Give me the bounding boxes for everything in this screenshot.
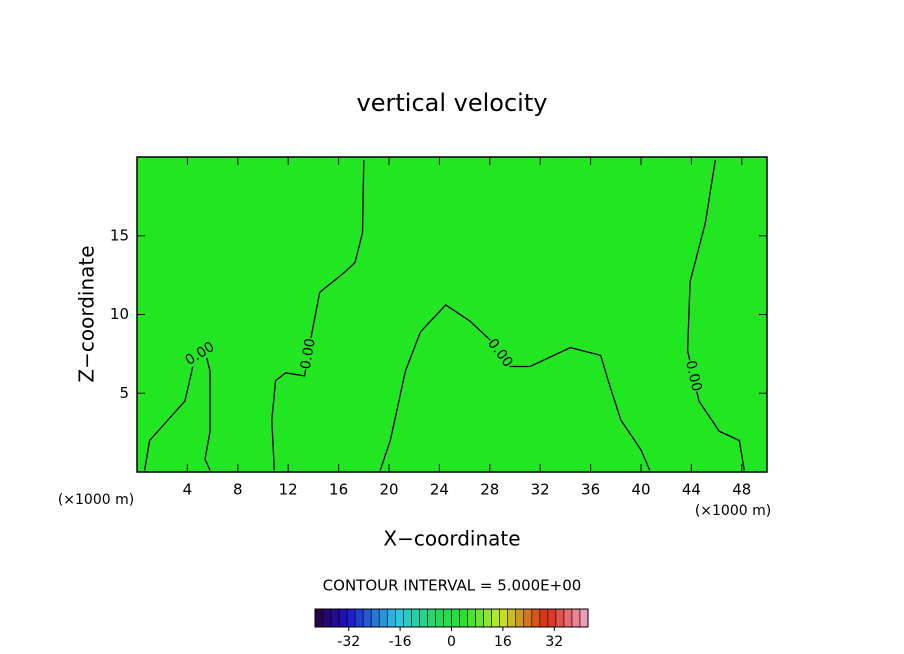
x-tick-label: 20 [379, 481, 398, 499]
x-unit-label: (×1000 m) [58, 492, 134, 508]
colorbar-cell [571, 608, 581, 628]
colorbar-cell [467, 608, 476, 628]
y-tick-label: 5 [119, 384, 129, 402]
colorbar-cell [394, 608, 404, 628]
colorbar-tick-label: 32 [545, 634, 563, 650]
colorbar-cell [475, 608, 484, 628]
colorbar-cell [547, 608, 557, 628]
colorbar-tick-label: -16 [389, 634, 412, 650]
colorbar-cell [483, 608, 492, 628]
colorbar-cell [523, 608, 533, 628]
chart-title: vertical velocity [357, 89, 548, 117]
contour-label-bg [298, 336, 318, 371]
colorbar-cell [539, 608, 549, 628]
contour-label-bg [484, 336, 516, 371]
colorbar-cell [386, 608, 396, 628]
colorbar-cell [330, 608, 340, 628]
x-tick-label: 8 [233, 481, 243, 499]
x-tick-label: 48 [732, 481, 751, 499]
x-tick-label: 4 [183, 481, 193, 499]
colorbar-cell [435, 608, 444, 628]
colorbar-cell [579, 608, 589, 628]
colorbar-cell [507, 608, 517, 628]
colorbar-cell [459, 608, 468, 628]
colorbar-cell [370, 608, 380, 628]
x-tick-label: 44 [682, 481, 701, 499]
x-tick-label: 16 [329, 481, 348, 499]
contour-line [271, 160, 365, 471]
colorbar-cell [314, 608, 324, 628]
y-tick-label: 10 [110, 305, 129, 323]
colorbar-cell [411, 608, 420, 628]
x-tick-label: 12 [279, 481, 298, 499]
colorbar-cell [563, 608, 573, 628]
contour-label-bg [182, 339, 218, 369]
x-tick-label: 40 [631, 481, 650, 499]
colorbar-cell [451, 608, 460, 628]
y-tick-label: 15 [110, 226, 129, 244]
colorbar-tick-label: -32 [337, 634, 360, 650]
x-tick-label: 36 [581, 481, 600, 499]
field [137, 157, 767, 472]
x-tick-label: 24 [430, 481, 449, 499]
y-axis-label: Z−coordinate [75, 245, 99, 382]
x-unit-label: (×1000 m) [695, 503, 771, 519]
x-axis-label: X−coordinate [383, 527, 520, 551]
colorbar-tick-label: 16 [494, 634, 512, 650]
contour-interval: CONTOUR INTERVAL = 5.000E+00 [323, 577, 582, 595]
x-tick-label: 28 [480, 481, 499, 499]
colorbar-cell [427, 608, 436, 628]
colorbar-cell [354, 608, 364, 628]
x-tick-label: 32 [531, 481, 550, 499]
colorbar-cell [491, 608, 500, 628]
colorbar-cell [531, 608, 541, 628]
colorbar-cell [419, 608, 428, 628]
contour-label-bg [682, 358, 704, 394]
colorbar-cell [346, 608, 356, 628]
colorbar-cell [338, 608, 348, 628]
colorbar-cell [362, 608, 372, 628]
colorbar-cell [555, 608, 565, 628]
colorbar-cell [378, 608, 388, 628]
colorbar-tick-label: 0 [447, 634, 456, 650]
colorbar-cell [515, 608, 525, 628]
contour-line [379, 304, 651, 471]
colorbar-cell [403, 608, 412, 628]
colorbar-cell [322, 608, 332, 628]
colorbar-cell [443, 608, 452, 628]
colorbar-cell [499, 608, 509, 628]
contour-label: 0.00 [298, 337, 319, 370]
contour-label: 0.00 [682, 359, 704, 393]
